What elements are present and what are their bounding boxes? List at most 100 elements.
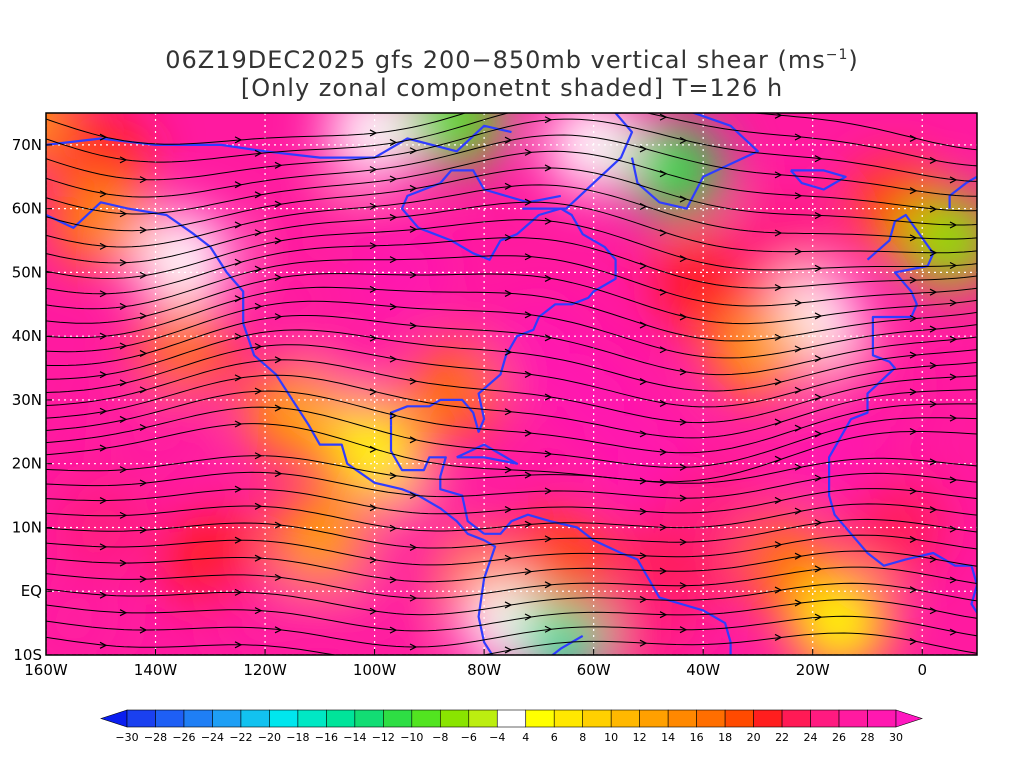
streamline-arrow [504, 601, 513, 609]
colorbar-tick-label: −4 [489, 731, 505, 744]
streamline-arrow [524, 471, 533, 479]
streamline-arrow [909, 234, 918, 242]
streamline-arrow [794, 424, 803, 432]
streamline-arrow [524, 198, 533, 206]
streamline-arrow [234, 295, 243, 303]
streamline-arrow [504, 466, 513, 474]
streamline-arrow [139, 226, 148, 234]
colorbar-swatch [781, 709, 811, 728]
streamline-arrow [119, 342, 128, 350]
shear-region-0 [46, 113, 67, 153]
colorbar-tick-label: 4 [522, 731, 529, 744]
shear-region-23 [901, 192, 977, 289]
shear-region-25 [792, 415, 889, 512]
streamline-arrow [639, 552, 648, 560]
streamline-arrow [254, 554, 263, 562]
streamline-arrow [679, 195, 688, 203]
streamline-arrow [659, 399, 668, 407]
lat-tick-label: 10S [13, 646, 42, 664]
streamline-arrow [119, 415, 128, 423]
lat-tick-label: 20N [12, 455, 42, 473]
streamline [46, 134, 977, 198]
streamline-arrow [409, 147, 418, 155]
streamline-arrow [909, 586, 918, 594]
streamline-arrow [794, 248, 803, 256]
streamline-arrow [639, 430, 648, 438]
streamline-arrow [274, 200, 283, 208]
streamline-arrow [254, 229, 263, 237]
streamline-arrow [369, 388, 378, 396]
streamline-arrow [254, 452, 263, 460]
streamline-arrow [139, 176, 148, 184]
streamline-arrow [139, 312, 148, 320]
streamline [46, 201, 977, 264]
shear-region-3 [134, 211, 231, 308]
streamline-arrow [234, 485, 243, 493]
streamline-arrow [639, 321, 648, 329]
colorbar-tick-label: −8 [432, 731, 448, 744]
streamline-arrow [949, 176, 958, 184]
streamline-arrow [274, 404, 283, 412]
streamline-arrow [659, 611, 668, 619]
streamline-arrow [274, 626, 283, 634]
lat-tick-label: 60N [12, 200, 42, 218]
colorbar-swatch [525, 709, 555, 728]
streamline-arrow [504, 554, 513, 562]
streamline-arrow [504, 408, 513, 416]
colorbar-swatch [100, 709, 128, 728]
streamline [46, 615, 977, 648]
streamline-arrow [639, 378, 648, 386]
lat-tick-label: 30N [12, 391, 42, 409]
streamline-arrow [949, 299, 958, 307]
streamline-arrow [814, 519, 823, 527]
streamline-arrow [679, 368, 688, 376]
streamline [46, 599, 977, 632]
shear-region-39 [600, 575, 697, 655]
streamline-arrow [909, 535, 918, 544]
streamline [46, 150, 977, 215]
colorbar-tick-label: 14 [661, 731, 675, 744]
streamline [46, 329, 977, 392]
coastline [550, 634, 584, 655]
shear-region-27 [737, 511, 834, 608]
streamline [46, 344, 977, 408]
streamline-arrow [524, 429, 533, 437]
streamline-arrow [369, 556, 378, 564]
streamline-arrow [814, 155, 823, 163]
streamline-arrow [659, 479, 668, 487]
streamline-arrow [639, 639, 648, 647]
streamline-arrow [544, 116, 553, 124]
colorbar-swatch [439, 709, 470, 728]
streamline-arrow [254, 302, 263, 310]
streamline-arrow [234, 374, 243, 382]
shear-region-32 [271, 492, 368, 589]
streamline-arrow [234, 420, 243, 428]
streamline-arrow [949, 476, 958, 484]
colorbar-swatch [183, 709, 213, 728]
streamline-arrow [544, 625, 553, 633]
streamline-arrow [794, 299, 803, 307]
streamline-arrow [929, 607, 938, 615]
streamline [46, 471, 977, 499]
colorbar-tick-label: −22 [229, 731, 252, 744]
streamline-arrow [774, 333, 783, 341]
streamline-arrow [949, 221, 958, 229]
colorbar-tick-label: −12 [372, 731, 395, 744]
streamline-arrow [909, 276, 918, 284]
streamline-arrow [99, 407, 108, 415]
streamline [46, 219, 977, 280]
coastline [389, 169, 617, 433]
streamline-arrow [794, 599, 803, 607]
streamline-arrow [679, 538, 688, 546]
streamline-arrow [639, 507, 648, 516]
streamline-arrow [639, 262, 648, 270]
colorbar-tick-label: 24 [804, 731, 818, 744]
streamline-arrow [99, 242, 108, 250]
colorbar-swatch [240, 709, 270, 728]
streamline-arrow [794, 345, 803, 353]
streamline-arrow [544, 450, 553, 458]
streamline-arrow [119, 259, 128, 267]
streamline-arrow [774, 455, 783, 463]
coastlines [46, 113, 977, 655]
